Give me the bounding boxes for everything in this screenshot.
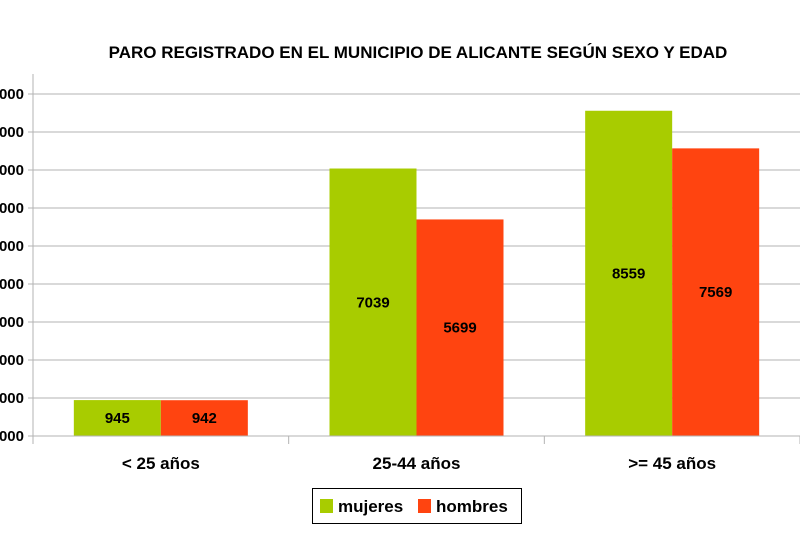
data-label: 5699 — [443, 320, 476, 337]
category-label: 25-44 años — [373, 454, 461, 473]
legend-swatch-mujeres — [320, 499, 333, 513]
y-axis-tick-labels: 000 000 000 000 000 000 000 000 000 000 — [0, 86, 24, 445]
y-tick-label: 000 — [0, 86, 24, 103]
y-tick-label: 000 — [0, 124, 24, 141]
y-tick-label: 000 — [0, 390, 24, 407]
legend: mujeres hombres — [312, 488, 522, 524]
data-label: 945 — [105, 410, 130, 427]
axes — [32, 74, 800, 444]
bars — [73, 110, 760, 437]
y-tick-label: 000 — [0, 428, 24, 445]
legend-box — [312, 488, 522, 524]
data-labels: 945 942 7039 5699 8559 7569 — [105, 265, 733, 427]
bar-mujeres — [73, 400, 161, 436]
category-label: >= 45 años — [628, 454, 716, 473]
chart-title: PARO REGISTRADO EN EL MUNICIPIO DE ALICA… — [109, 43, 728, 62]
bar-hombres — [672, 148, 760, 437]
y-tick-label: 000 — [0, 238, 24, 255]
y-tick-label: 000 — [0, 314, 24, 331]
bar-mujeres — [329, 168, 417, 436]
bar-mujeres — [585, 110, 673, 437]
y-tick-label: 000 — [0, 162, 24, 179]
data-label: 7569 — [699, 284, 732, 301]
data-label: 8559 — [612, 265, 645, 282]
bar-hombres — [160, 400, 248, 436]
y-tick-label: 000 — [0, 200, 24, 217]
data-label: 7039 — [356, 294, 389, 311]
y-tick-label: 000 — [0, 352, 24, 369]
bar-hombres — [416, 219, 504, 436]
data-label: 942 — [192, 410, 217, 427]
legend-label-hombres: hombres — [436, 497, 508, 516]
x-axis-category-labels: < 25 años 25-44 años >= 45 años — [122, 454, 716, 473]
y-tick-label: 000 — [0, 276, 24, 293]
legend-swatch-hombres — [418, 499, 431, 513]
legend-label-mujeres: mujeres — [338, 497, 403, 516]
category-label: < 25 años — [122, 454, 200, 473]
